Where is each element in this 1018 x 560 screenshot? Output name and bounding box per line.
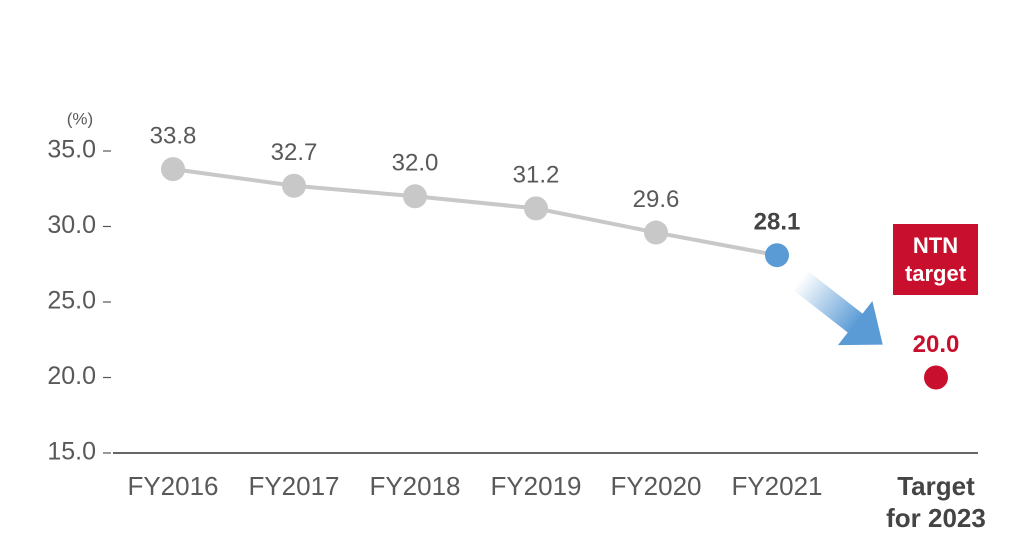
data-point	[282, 173, 306, 198]
x-tick-label: FY2020	[610, 471, 702, 501]
data-label: 32.7	[271, 139, 318, 166]
y-tick-label: 35.0	[47, 136, 96, 164]
y-tick-label: 20.0	[47, 362, 96, 390]
trend-arrow	[792, 270, 883, 346]
data-label: 29.6	[633, 186, 680, 213]
data-label: 20.0	[913, 331, 960, 358]
data-point	[765, 243, 789, 268]
data-label: 33.8	[150, 122, 197, 149]
series-line	[172, 167, 778, 258]
annotation: NTN target	[893, 224, 978, 295]
data-label: 31.2	[513, 162, 560, 189]
data-point	[161, 157, 185, 182]
x-tick-label: Target for 2023	[886, 471, 986, 533]
y-unit: (%)	[67, 109, 93, 128]
x-tick-label: FY2019	[490, 471, 582, 501]
x-tick-label: FY2017	[248, 471, 340, 501]
x-tick-label: FY2021	[731, 471, 823, 501]
data-point	[403, 184, 427, 209]
data-label: 28.1	[754, 209, 801, 236]
data-point	[644, 220, 668, 245]
y-tick-label: 15.0	[47, 438, 96, 466]
data-label: 32.0	[392, 150, 439, 177]
x-tick-label: FY2018	[369, 471, 461, 501]
data-point	[924, 365, 948, 390]
y-tick-label: 25.0	[47, 287, 96, 315]
y-tick-label: 30.0	[47, 211, 96, 239]
x-tick-label: FY2016	[127, 471, 219, 501]
data-point	[524, 196, 548, 221]
